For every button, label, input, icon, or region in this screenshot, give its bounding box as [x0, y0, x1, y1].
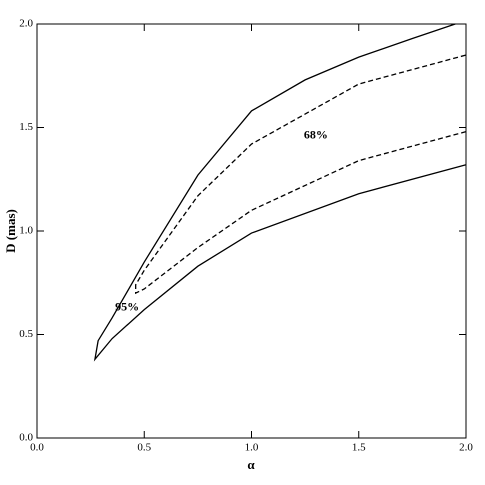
y-tick-label: 2.0 [19, 18, 33, 30]
x-tick-label: 0.5 [137, 442, 151, 454]
x-tick-label: 0.0 [30, 442, 44, 454]
y-axis-label: D (mas) [3, 209, 18, 253]
plot-frame [36, 23, 467, 439]
y-tick-label: 0.5 [19, 328, 33, 340]
x-tick-label: 1.0 [245, 442, 259, 454]
y-tick-label: 1.0 [19, 225, 33, 237]
y-tick-label: 1.5 [19, 121, 33, 133]
contour-line [93, 23, 467, 362]
y-tick-label: 0.0 [19, 432, 33, 444]
contour-line [135, 54, 467, 295]
x-axis-label: α [247, 457, 255, 472]
x-tick-label: 1.5 [352, 442, 366, 454]
x-tick-label: 2.0 [459, 442, 473, 454]
annotation: 95% [115, 299, 139, 313]
annotation: 68% [304, 128, 328, 142]
